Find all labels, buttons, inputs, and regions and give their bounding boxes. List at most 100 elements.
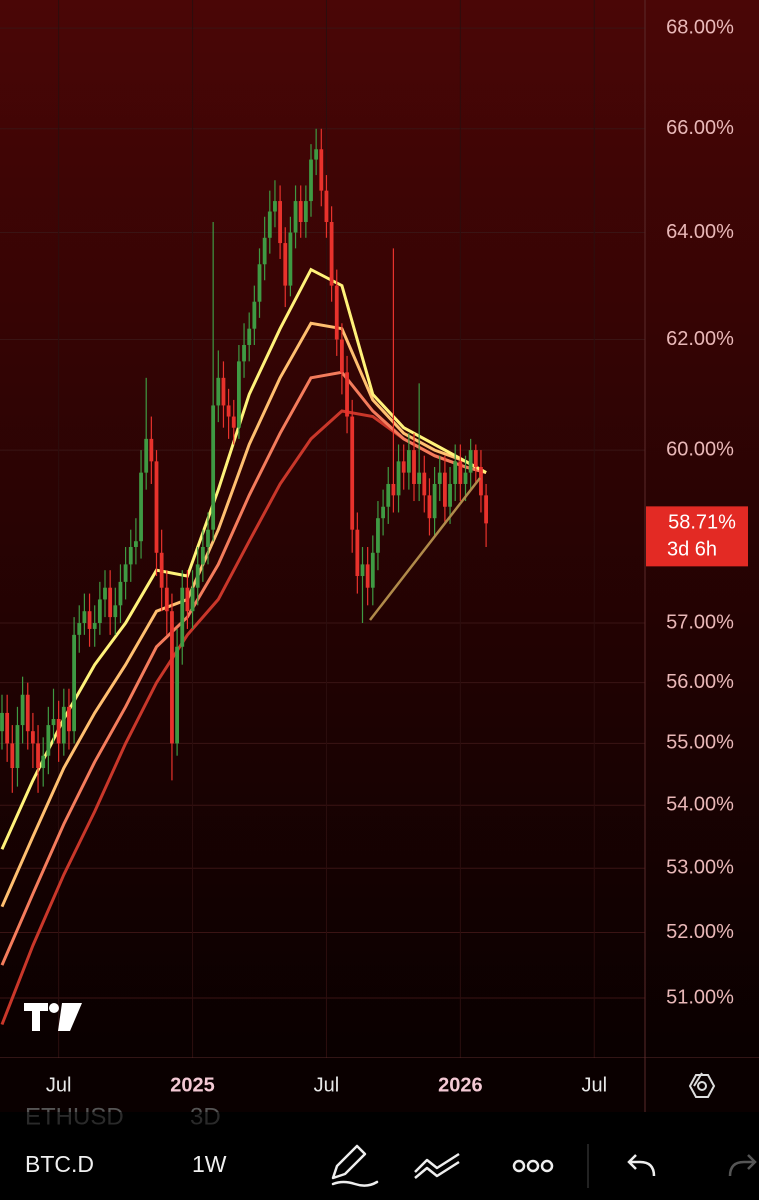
- time-axis: [0, 1058, 759, 1112]
- y-tick-label: 68.00%: [666, 16, 734, 38]
- candle-body: [77, 623, 82, 635]
- candle-body: [134, 541, 138, 547]
- candle-body: [128, 546, 133, 565]
- candle-body: [67, 706, 71, 732]
- bar-countdown: 3d 6h: [667, 539, 717, 561]
- candle-body: [381, 506, 385, 519]
- candle-body: [185, 587, 190, 612]
- candle-body: [262, 237, 267, 265]
- undo-button[interactable]: [627, 1154, 656, 1177]
- candle-body: [432, 483, 437, 519]
- candle-body: [386, 483, 391, 507]
- candle-body: [417, 472, 422, 484]
- candle-body: [324, 190, 329, 223]
- x-tick-label: Jul: [581, 1074, 607, 1096]
- candle-body: [479, 466, 483, 496]
- candle-body: [20, 694, 25, 726]
- candle-body: [221, 377, 226, 406]
- candle-body: [468, 450, 473, 473]
- candle-body: [298, 201, 303, 223]
- candle-body: [149, 438, 154, 462]
- candle-body: [443, 472, 447, 507]
- candle-body: [273, 201, 277, 212]
- fade: [0, 1112, 759, 1126]
- candle-body: [87, 611, 92, 629]
- y-tick-label: 57.00%: [666, 611, 734, 633]
- candle-body: [190, 587, 195, 612]
- chart-background: [0, 0, 759, 1112]
- candle-body: [329, 222, 334, 286]
- y-tick-label: 55.00%: [666, 732, 734, 754]
- candle-body: [108, 587, 113, 618]
- candle-body: [123, 564, 128, 582]
- y-tick-label: 51.00%: [666, 986, 734, 1008]
- candle-body: [15, 725, 20, 769]
- candle-body: [51, 718, 56, 726]
- candle-body: [453, 461, 458, 484]
- interval[interactable]: 1W: [192, 1151, 227, 1177]
- candle-body: [365, 564, 370, 588]
- candle-body: [376, 518, 380, 553]
- candle-body: [458, 461, 463, 484]
- candle-body: [237, 361, 241, 428]
- x-tick-label: Jul: [46, 1074, 72, 1096]
- y-tick-label: 66.00%: [666, 117, 734, 139]
- candle-body: [267, 211, 272, 238]
- candle-body: [113, 605, 118, 618]
- y-tick-label: 60.00%: [666, 438, 734, 460]
- trend-line[interactable]: [369, 477, 481, 621]
- candle-body: [355, 529, 360, 577]
- candle-body: [206, 529, 210, 547]
- y-tick-label: 54.00%: [666, 794, 734, 816]
- candle-body: [484, 495, 488, 524]
- candle-body: [5, 712, 10, 744]
- candle-body: [370, 552, 375, 588]
- y-tick-label: 64.00%: [666, 221, 734, 243]
- candle-body: [154, 461, 159, 553]
- candle-body: [293, 201, 298, 233]
- candle-body: [412, 450, 416, 484]
- last-price-label: [646, 506, 748, 567]
- plot-area: [0, 128, 488, 1026]
- draw-tool[interactable]: [331, 1144, 379, 1187]
- candle-body: [463, 472, 468, 484]
- candle-body: [448, 483, 452, 507]
- candle-body: [41, 755, 46, 769]
- candle-body: [61, 706, 66, 744]
- candle-body: [175, 646, 179, 744]
- candle-body: [257, 264, 262, 302]
- candle-body: [46, 725, 51, 756]
- candle-body: [288, 232, 293, 286]
- candle-body: [200, 546, 205, 565]
- candle-body: [36, 743, 40, 769]
- candle-body: [118, 581, 123, 606]
- candle-body: [195, 564, 200, 588]
- more-button[interactable]: [512, 1159, 554, 1173]
- candle-body: [103, 587, 107, 600]
- redo-button[interactable]: [728, 1154, 757, 1177]
- candle-body: [10, 743, 15, 769]
- y-tick-label: 56.00%: [666, 671, 734, 693]
- candle-body: [92, 623, 97, 629]
- settings-button[interactable]: [688, 1072, 716, 1098]
- y-tick-label: 52.00%: [666, 921, 734, 943]
- candle-body: [180, 587, 185, 647]
- candle-body: [82, 611, 87, 624]
- candle-body: [396, 461, 401, 496]
- line-tools[interactable]: [414, 1152, 460, 1179]
- candle-body: [56, 718, 61, 744]
- x-tick-label: Jul: [314, 1074, 340, 1096]
- y-tick-label: 62.00%: [666, 328, 734, 350]
- candle-body: [211, 405, 216, 530]
- candle-body: [170, 611, 174, 744]
- candle-body: [283, 243, 288, 286]
- candle-body: [340, 339, 344, 373]
- candle-body: [216, 377, 221, 406]
- candle-body: [345, 372, 349, 417]
- candle-body: [31, 731, 35, 744]
- symbol[interactable]: BTC.D: [25, 1151, 94, 1177]
- candle-body: [164, 587, 169, 612]
- candle-body: [422, 472, 427, 496]
- candle-body: [139, 472, 143, 542]
